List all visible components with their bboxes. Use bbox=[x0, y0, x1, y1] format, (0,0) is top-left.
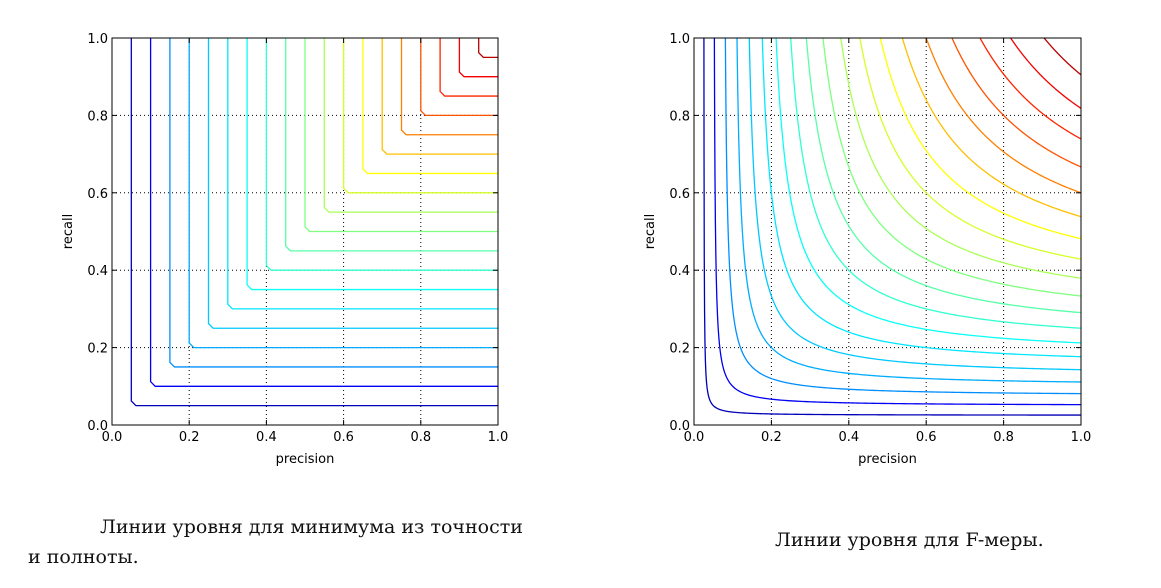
x-tick-label: 0.0 bbox=[684, 430, 705, 445]
chart-f-measure: 0.0 0.2 0.4 0.6 0.8 1.0 0.0 0.2 0.4 0.6 0.8 1.0 pr… bbox=[643, 32, 1091, 467]
y-tick-label: 0.4 bbox=[87, 264, 108, 279]
contour-line-level-0_9 bbox=[458, 38, 498, 78]
y-tick-label: 0.2 bbox=[87, 342, 108, 357]
y-tick-label: 0.6 bbox=[87, 187, 108, 202]
contour-line-level-0_8 bbox=[420, 38, 498, 117]
x-tick-label: 0.2 bbox=[761, 430, 782, 445]
contour-line-level-0_2 bbox=[188, 38, 498, 349]
contour-line-level-0_25 bbox=[207, 38, 498, 329]
x-tick-label: 0.4 bbox=[838, 430, 859, 445]
contour-line-level-0_95 bbox=[1043, 37, 1082, 76]
plot-frame bbox=[693, 37, 1082, 426]
x-ticks: 0.0 0.2 0.4 0.6 0.8 1.0 bbox=[684, 38, 1092, 445]
contour-line-level-0_5 bbox=[822, 37, 1082, 297]
contour-line-level-0_3 bbox=[761, 37, 1082, 358]
x-tick-label: 0.8 bbox=[410, 430, 431, 445]
contour-line-level-0_65 bbox=[362, 38, 498, 175]
x-tick-label: 0.4 bbox=[256, 430, 277, 445]
y-tick-label: 0.8 bbox=[669, 109, 690, 124]
contour-line-level-0_35 bbox=[246, 38, 498, 291]
contour-line-level-0_7 bbox=[901, 37, 1082, 218]
contour-line-level-0_5 bbox=[304, 38, 498, 233]
x-axis-label: precision bbox=[276, 452, 335, 467]
contour-lines bbox=[703, 37, 1082, 416]
y-tick-label: 1.0 bbox=[87, 32, 108, 47]
contour-line-level-0_35 bbox=[775, 37, 1082, 344]
grid-lines bbox=[694, 38, 1081, 425]
x-tick-label: 0.6 bbox=[916, 430, 937, 445]
y-axis-label: recall bbox=[643, 214, 658, 249]
contour-line-level-0_1 bbox=[149, 38, 498, 387]
contour-line-level-0_8 bbox=[951, 37, 1082, 168]
contour-line-level-0_75 bbox=[925, 37, 1082, 194]
contour-line-level-0_45 bbox=[285, 38, 498, 252]
y-tick-label: 0.4 bbox=[669, 264, 690, 279]
contour-line-level-0_55 bbox=[323, 38, 498, 213]
contour-line-level-0_45 bbox=[805, 37, 1082, 314]
contour-line-level-0_15 bbox=[169, 38, 498, 368]
contour-line-level-0_2 bbox=[736, 37, 1082, 383]
contour-line-level-0_05 bbox=[130, 38, 498, 407]
contour-line-level-0_4 bbox=[790, 37, 1082, 329]
contour-line-level-0_55 bbox=[840, 37, 1082, 279]
contour-line-level-0_85 bbox=[439, 38, 498, 97]
x-tick-label: 1.0 bbox=[1071, 430, 1092, 445]
chart-min-precision-recall: 0.0 0.2 0.4 0.6 0.8 1.0 0.0 0.2 0.4 0.6 0.8 1.0 pr… bbox=[61, 32, 508, 467]
caption-left-line1: Линии уровня для минимума из точности bbox=[100, 516, 523, 538]
contour-line-level-0_75 bbox=[400, 38, 498, 136]
y-axis-label: recall bbox=[61, 214, 76, 249]
contour-line-level-0_4 bbox=[265, 38, 498, 271]
x-tick-label: 0.8 bbox=[993, 430, 1014, 445]
y-tick-label: 0.6 bbox=[669, 187, 690, 202]
contour-line-level-0_25 bbox=[748, 37, 1082, 371]
x-ticks: 0.0 0.2 0.4 0.6 0.8 1.0 bbox=[102, 38, 509, 445]
contour-line-level-0_3 bbox=[227, 38, 498, 310]
y-tick-label: 0.0 bbox=[87, 419, 108, 434]
contour-line-level-0_65 bbox=[879, 37, 1082, 240]
y-tick-label: 0.0 bbox=[669, 419, 690, 434]
y-tick-label: 0.2 bbox=[669, 342, 690, 357]
y-tick-label: 1.0 bbox=[669, 32, 690, 47]
contour-line-level-0_15 bbox=[724, 37, 1082, 395]
contour-line-level-0_1 bbox=[713, 37, 1082, 406]
contour-line-level-0_6 bbox=[342, 38, 498, 194]
contour-line-level-0_95 bbox=[478, 38, 498, 58]
caption-left-line2: и полноты. bbox=[28, 546, 139, 568]
caption-right: Линии уровня для F-меры. bbox=[775, 529, 1044, 551]
plot-frame bbox=[111, 37, 499, 426]
x-tick-label: 1.0 bbox=[488, 430, 509, 445]
y-ticks: 0.0 0.2 0.4 0.6 0.8 1.0 bbox=[87, 32, 498, 434]
y-tick-label: 0.8 bbox=[87, 109, 108, 124]
contour-line-level-0_9 bbox=[1010, 37, 1082, 109]
contour-line-level-0_7 bbox=[381, 38, 498, 155]
x-tick-label: 0.2 bbox=[179, 430, 200, 445]
x-tick-label: 0.0 bbox=[102, 430, 123, 445]
contour-line-level-0_05 bbox=[703, 37, 1082, 416]
contour-lines bbox=[130, 38, 498, 407]
contour-line-level-0_85 bbox=[979, 37, 1082, 140]
contour-line-level-0_6 bbox=[859, 37, 1082, 260]
x-axis-label: precision bbox=[858, 452, 917, 467]
y-ticks: 0.0 0.2 0.4 0.6 0.8 1.0 bbox=[669, 32, 1081, 434]
x-tick-label: 0.6 bbox=[333, 430, 354, 445]
